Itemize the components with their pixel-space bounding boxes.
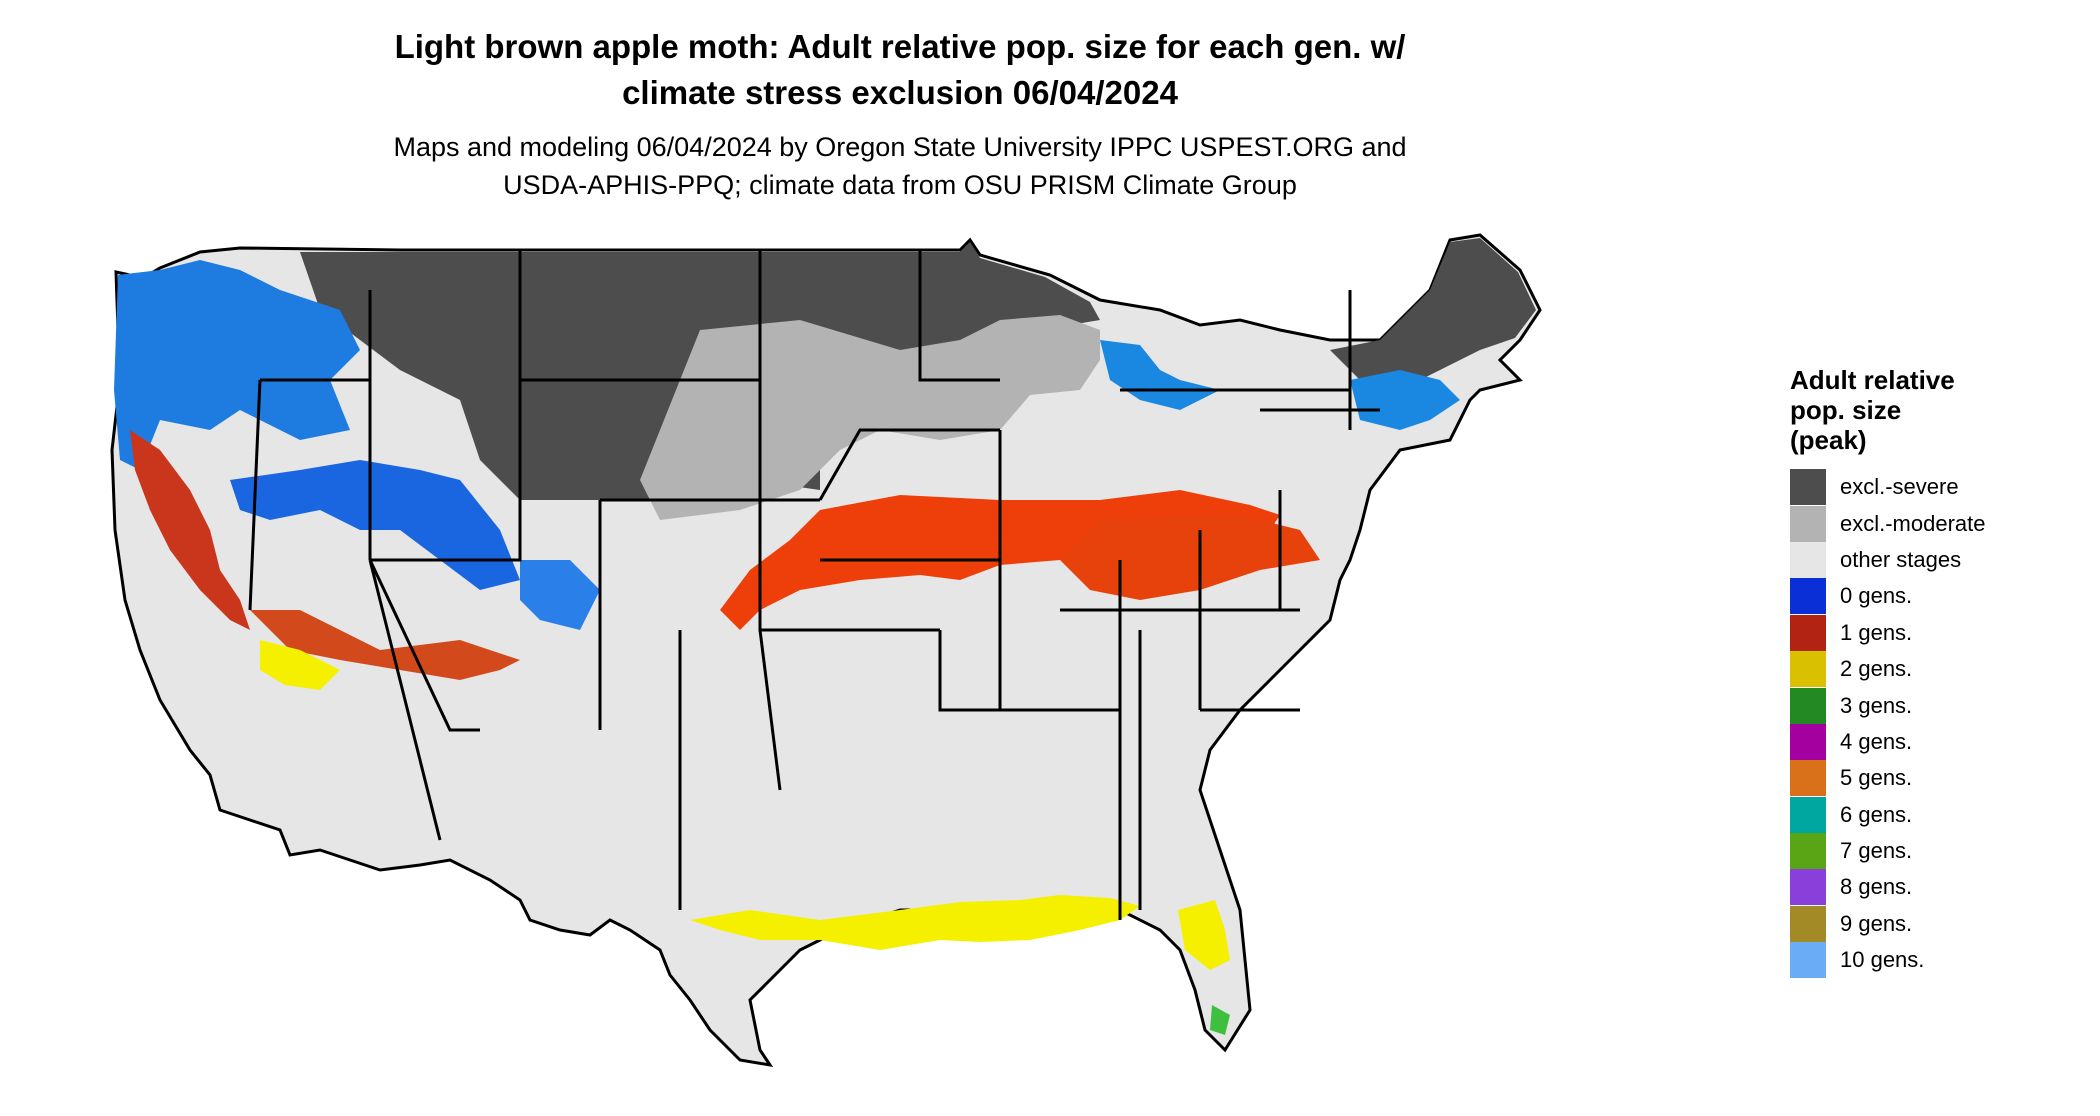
- legend-swatch: [1790, 869, 1826, 906]
- legend-items: excl.-severe excl.-moderate other stages 0 …: [1790, 469, 2090, 979]
- map-subtitle: Maps and modeling 06/04/2024 by Oregon S…: [393, 132, 1407, 200]
- legend: Adult relative pop. size (peak) excl.-se…: [1790, 365, 2090, 979]
- region-1gen-tennessee: [1060, 515, 1320, 600]
- legend-swatch: [1790, 796, 1826, 833]
- region-0gen-northeast: [1350, 370, 1460, 430]
- region-2gen-arizona: [260, 640, 340, 690]
- legend-label: 3 gens.: [1840, 692, 1913, 718]
- legend-item: 7 gens.: [1790, 833, 2090, 870]
- region-2gen-florida: [1178, 900, 1230, 970]
- legend-swatch: [1790, 905, 1826, 942]
- legend-swatch: [1790, 578, 1826, 615]
- us-landmass: [110, 233, 1542, 1068]
- legend-swatch: [1790, 687, 1826, 724]
- legend-item: 4 gens.: [1790, 723, 2090, 760]
- legend-item: 0 gens.: [1790, 578, 2090, 615]
- legend-item: other stages: [1790, 541, 2090, 578]
- state-borders: [248, 250, 1380, 920]
- legend-label: 8 gens.: [1840, 874, 1913, 900]
- legend-item: excl.-moderate: [1790, 505, 2090, 542]
- legend-item: 3 gens.: [1790, 687, 2090, 724]
- legend-swatch: [1790, 760, 1826, 797]
- legend-label: 1 gens.: [1840, 619, 1913, 645]
- region-excl-severe-northeast: [1330, 238, 1536, 390]
- legend-label: excl.-moderate: [1840, 510, 1986, 536]
- legend-label: other stages: [1840, 546, 1962, 572]
- region-excl-moderate: [640, 315, 1100, 520]
- region-3gen-florida: [1210, 1005, 1230, 1035]
- legend-swatch: [1790, 541, 1826, 578]
- us-map: [100, 230, 1700, 1110]
- legend-label: 9 gens.: [1840, 910, 1913, 936]
- map-title: Light brown apple moth: Adult relative p…: [394, 28, 1406, 111]
- legend-swatch: [1790, 614, 1826, 651]
- legend-label: 2 gens.: [1840, 656, 1913, 682]
- legend-item: 6 gens.: [1790, 796, 2090, 833]
- legend-label: 7 gens.: [1840, 838, 1913, 864]
- legend-item: 1 gens.: [1790, 614, 2090, 651]
- region-0gen-basin: [230, 460, 520, 590]
- legend-swatch: [1790, 723, 1826, 760]
- legend-title: Adult relative pop. size (peak): [1790, 365, 1955, 455]
- legend-item: excl.-severe: [1790, 469, 2090, 506]
- region-0gen-southwest: [520, 560, 600, 630]
- region-1gen-california: [130, 430, 250, 630]
- legend-swatch: [1790, 469, 1826, 506]
- legend-label: excl.-severe: [1840, 474, 1959, 500]
- region-0gen-greatlakes: [1100, 340, 1220, 410]
- legend-label: 5 gens.: [1840, 765, 1913, 791]
- legend-label: 6 gens.: [1840, 801, 1913, 827]
- legend-item: 10 gens.: [1790, 942, 2090, 979]
- legend-swatch: [1790, 833, 1826, 870]
- legend-item: 2 gens.: [1790, 651, 2090, 688]
- legend-item: 9 gens.: [1790, 905, 2090, 942]
- legend-swatch: [1790, 942, 1826, 979]
- region-0gen-pnw: [114, 260, 360, 470]
- legend-label: 4 gens.: [1840, 728, 1913, 754]
- region-2gen-gulf: [690, 895, 1140, 950]
- legend-item: 5 gens.: [1790, 760, 2090, 797]
- region-1gen-southwest: [250, 610, 520, 680]
- legend-label: 10 gens.: [1840, 947, 1925, 973]
- legend-label: 0 gens.: [1840, 583, 1913, 609]
- legend-swatch: [1790, 651, 1826, 688]
- legend-swatch: [1790, 505, 1826, 542]
- legend-item: 8 gens.: [1790, 869, 2090, 906]
